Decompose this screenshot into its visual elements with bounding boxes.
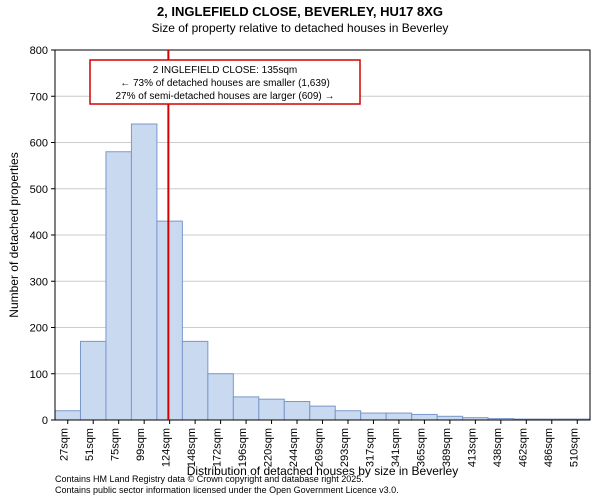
histogram-bar: [259, 399, 284, 420]
footer-line-2: Contains public sector information licen…: [55, 485, 399, 495]
annotation-line: ← 73% of detached houses are smaller (1,…: [120, 78, 330, 89]
y-axis-label: Number of detached properties: [7, 152, 21, 317]
histogram-bar: [284, 402, 309, 421]
x-tick-label: 365sqm: [415, 428, 427, 467]
x-tick-label: 220sqm: [263, 428, 275, 467]
x-tick-label: 341sqm: [390, 428, 402, 467]
chart-subtitle: Size of property relative to detached ho…: [152, 21, 449, 35]
y-tick-label: 0: [42, 415, 48, 427]
histogram-bar: [55, 411, 80, 420]
y-tick-label: 100: [30, 369, 48, 381]
y-tick-label: 600: [30, 138, 48, 150]
x-tick-label: 462sqm: [517, 428, 529, 467]
histogram-bar: [412, 414, 437, 420]
histogram-bar: [310, 406, 335, 420]
histogram-bar: [335, 411, 360, 420]
y-tick-label: 300: [30, 276, 48, 288]
histogram-bar: [106, 152, 131, 420]
x-tick-label: 438sqm: [492, 428, 504, 467]
x-tick-label: 124sqm: [161, 428, 173, 467]
chart-svg: 2, INGLEFIELD CLOSE, BEVERLEY, HU17 8XG S…: [0, 0, 600, 500]
histogram-bar: [437, 416, 462, 420]
x-tick-label: 27sqm: [59, 428, 71, 461]
y-tick-label: 400: [30, 230, 48, 242]
x-tick-label: 196sqm: [237, 428, 249, 467]
footer-line-1: Contains HM Land Registry data © Crown c…: [55, 474, 364, 484]
x-tick-label: 389sqm: [441, 428, 453, 467]
y-tick-label: 500: [30, 184, 48, 196]
histogram-bar: [208, 374, 233, 420]
chart-title: 2, INGLEFIELD CLOSE, BEVERLEY, HU17 8XG: [157, 4, 443, 19]
x-tick-label: 172sqm: [212, 428, 224, 467]
x-tick-label: 317sqm: [364, 428, 376, 467]
x-tick-label: 413sqm: [466, 428, 478, 467]
x-tick-label: 75sqm: [110, 428, 122, 461]
x-tick-label: 148sqm: [186, 428, 198, 467]
histogram-bar: [386, 413, 411, 420]
histogram-chart: 2, INGLEFIELD CLOSE, BEVERLEY, HU17 8XG S…: [0, 0, 600, 500]
histogram-bar: [80, 341, 105, 420]
x-tick-label: 269sqm: [314, 428, 326, 467]
histogram-bar: [233, 397, 258, 420]
x-tick-label: 51sqm: [84, 428, 96, 461]
histogram-bar: [157, 221, 182, 420]
x-tick-label: 510sqm: [568, 428, 580, 467]
x-tick-label: 244sqm: [288, 428, 300, 467]
y-tick-label: 800: [30, 45, 48, 57]
annotation-line: 2 INGLEFIELD CLOSE: 135sqm: [153, 65, 298, 76]
y-tick-label: 700: [30, 91, 48, 103]
y-tick-label: 200: [30, 323, 48, 335]
x-tick-label: 293sqm: [339, 428, 351, 467]
histogram-bar: [182, 341, 207, 420]
annotation-line: 27% of semi-detached houses are larger (…: [115, 91, 334, 102]
x-tick-label: 486sqm: [543, 428, 555, 467]
histogram-bar: [361, 413, 386, 420]
x-tick-label: 99sqm: [135, 428, 147, 461]
histogram-bar: [131, 124, 156, 420]
